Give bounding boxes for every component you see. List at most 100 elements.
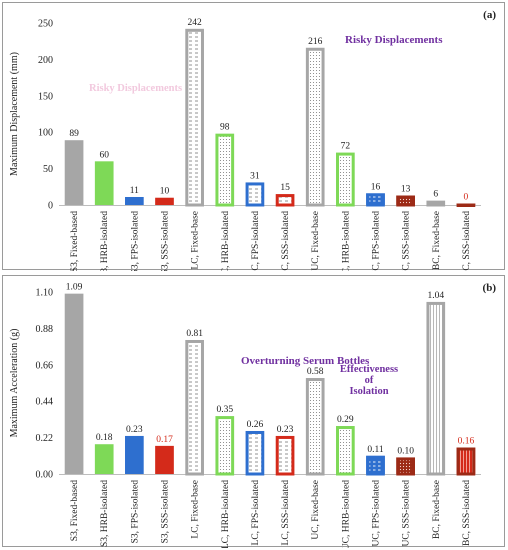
bar bbox=[245, 430, 265, 476]
bar-outline bbox=[426, 301, 446, 476]
bar-fill bbox=[94, 161, 114, 205]
y-tick-label: 100 bbox=[38, 128, 53, 139]
bar bbox=[155, 197, 174, 205]
bar-outline bbox=[245, 182, 265, 207]
bar bbox=[94, 161, 114, 205]
y-tick-label: 0 bbox=[48, 201, 53, 212]
bar bbox=[426, 200, 446, 207]
y-axis-label: Maximum Acceleration (g) bbox=[9, 329, 20, 438]
bar-fill bbox=[155, 445, 174, 474]
bar-outline bbox=[215, 133, 235, 207]
x-tick-label: S3, FPS-isolated bbox=[130, 480, 140, 544]
x-tick-label: BC, Fixed-base bbox=[432, 211, 442, 270]
bar-value-label: 1.04 bbox=[427, 291, 444, 301]
bar-value-label: 60 bbox=[99, 150, 109, 160]
bar bbox=[456, 203, 476, 207]
bar bbox=[215, 416, 235, 476]
x-tick-label: UC, SSS-isolated bbox=[402, 211, 412, 271]
x-tick-label: BC, SSS-isolated bbox=[462, 480, 472, 546]
bar bbox=[305, 378, 325, 476]
bar-pattern bbox=[398, 459, 413, 474]
x-tick-label: UC, FPS-isolated bbox=[372, 480, 382, 547]
bar-outline bbox=[245, 430, 265, 476]
bar-pattern bbox=[217, 135, 233, 205]
bar-value-label: 15 bbox=[280, 183, 290, 193]
bar-outline bbox=[396, 195, 415, 207]
bar bbox=[245, 182, 265, 207]
y-tick-label: 250 bbox=[38, 19, 53, 30]
bar bbox=[125, 196, 144, 205]
y-axis-label: Maximum Displacement (mm) bbox=[9, 52, 20, 176]
bar-pattern bbox=[307, 380, 323, 474]
y-tick-label: 0.44 bbox=[36, 397, 54, 408]
x-tick-label: LC, Fixed-base bbox=[191, 211, 201, 270]
bar-value-label: 0.26 bbox=[247, 420, 264, 430]
bar-pattern bbox=[217, 418, 233, 474]
bar-outline bbox=[366, 455, 385, 476]
bar-pattern bbox=[277, 437, 293, 474]
panel-label-b: (b) bbox=[482, 282, 496, 294]
bar-pattern bbox=[277, 196, 293, 205]
bar-value-label: 0.81 bbox=[186, 329, 203, 339]
bar-pattern bbox=[187, 341, 202, 474]
bar-value-label: 10 bbox=[160, 187, 170, 197]
bar-outline bbox=[185, 339, 204, 476]
bar-pattern bbox=[307, 49, 323, 205]
y-tick-label: 1.10 bbox=[36, 288, 54, 299]
bar-outline bbox=[215, 416, 235, 476]
bar bbox=[396, 457, 415, 476]
bar-outline bbox=[185, 28, 204, 207]
panel-label-a: (a) bbox=[483, 9, 496, 21]
bar-value-label: 0 bbox=[464, 193, 469, 203]
annotation-risky: Risky Displacements bbox=[345, 34, 443, 46]
bar-value-label: 0.23 bbox=[277, 425, 294, 435]
bar bbox=[275, 435, 295, 476]
y-tick-label: 50 bbox=[43, 164, 53, 175]
annotation-effectiveness-line: of bbox=[365, 375, 374, 386]
x-tick-label: LC, HRB-isolated bbox=[221, 480, 231, 548]
bar-value-label: 0.35 bbox=[216, 405, 233, 415]
annotation-overturning: Overturning Serum Bottles bbox=[241, 355, 370, 367]
annotation-risky-faded: Risky Displacements bbox=[89, 83, 182, 94]
bar-value-label: 31 bbox=[250, 171, 260, 181]
bar-value-label: 216 bbox=[308, 37, 323, 47]
x-tick-label: LC, SSS-isolated bbox=[281, 211, 291, 271]
x-tick-label: UC, FPS-isolated bbox=[372, 211, 382, 271]
bar-pattern bbox=[187, 30, 202, 205]
bar-pattern bbox=[428, 303, 444, 474]
bar-value-label: 0.23 bbox=[126, 425, 143, 435]
bar-pattern bbox=[368, 457, 383, 474]
bar-outline bbox=[336, 426, 355, 476]
bar bbox=[366, 455, 385, 476]
bar-value-label: 89 bbox=[69, 129, 79, 139]
x-tick-label: BC, SSS-isolated bbox=[462, 211, 472, 271]
x-tick-label: UC, Fixed-base bbox=[311, 480, 321, 540]
bar-value-label: 0.16 bbox=[458, 437, 475, 447]
bar bbox=[275, 194, 295, 207]
bar-fill bbox=[125, 196, 144, 205]
x-tick-label: LC, Fixed-base bbox=[191, 480, 201, 539]
bar-pattern bbox=[338, 154, 353, 205]
bar bbox=[456, 447, 476, 476]
bar-value-label: 16 bbox=[371, 182, 381, 192]
bar-outline bbox=[305, 47, 325, 207]
bar-value-label: 1.09 bbox=[66, 283, 83, 293]
bar-outline bbox=[366, 193, 385, 207]
bar-value-label: 0.58 bbox=[307, 367, 324, 377]
bar-value-label: 13 bbox=[401, 185, 411, 195]
x-tick-label: BC, Fixed-base bbox=[432, 480, 442, 539]
bar-pattern bbox=[368, 195, 383, 205]
annotation-effectiveness-line: Effectiveness bbox=[340, 364, 398, 375]
bar-outline bbox=[275, 435, 295, 476]
chart-panel-a: Maximum Displacement (mm) 0 50 100 150 200 250… bbox=[2, 2, 505, 271]
x-tick-label: UC, SSS-isolated bbox=[402, 480, 412, 547]
bar-pattern bbox=[458, 449, 474, 474]
x-tick-label: S3, HRB-isolated bbox=[100, 480, 110, 547]
bar-outline bbox=[456, 447, 476, 476]
bar bbox=[125, 435, 144, 474]
bar bbox=[305, 47, 325, 207]
bar-pattern bbox=[398, 197, 413, 205]
bar bbox=[64, 140, 84, 205]
bar-value-label: 0.17 bbox=[156, 435, 173, 445]
x-tick-label: S3, SSS-isolated bbox=[161, 480, 171, 544]
